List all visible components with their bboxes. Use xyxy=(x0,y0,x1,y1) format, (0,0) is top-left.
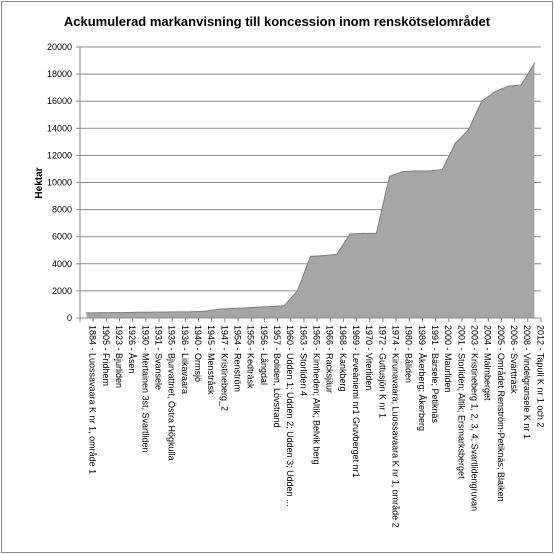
x-tick-label: 1954 - Renström xyxy=(232,325,242,392)
data-point xyxy=(428,170,430,172)
data-point xyxy=(191,311,193,313)
y-axis-label: Hektar xyxy=(34,167,45,198)
data-point xyxy=(336,253,338,255)
x-tick-label: 1965 - Kimheden; Altik; Belvik berg xyxy=(312,325,322,465)
x-tick-label: 2001 - Storliden; Altik; Ersmarksberget xyxy=(456,325,466,479)
data-point xyxy=(375,232,377,234)
y-tick-label: 20000 xyxy=(47,42,72,52)
y-tick-label: 6000 xyxy=(52,232,72,242)
x-tick-label: 1935 - Bjurvattnet, Östra Högkulla xyxy=(167,325,177,461)
x-tick-label: 1969 - Leveäniemi nr1 Gruvberget nr1 xyxy=(351,325,361,478)
x-tick-label: 2008 - Vindelgransele K nr 1 xyxy=(522,325,532,439)
data-point xyxy=(112,311,114,314)
data-point xyxy=(270,305,272,308)
axes xyxy=(76,46,542,322)
x-tick-labels: 1884 - Luossavaara K nr 1, område 1 1905 … xyxy=(88,325,546,528)
data-point xyxy=(165,311,167,313)
data-point xyxy=(323,255,325,257)
x-tick-label: 1930 - Mertainen 3st, Svartliden xyxy=(140,325,150,453)
x-tick-label: 1940 - Ormsjö xyxy=(193,325,203,382)
x-tick-label: 1980 - Båliden xyxy=(404,325,414,383)
x-tick-label: 1960 - Udden 1; Udden 2; Udden 3; Udden … xyxy=(285,325,295,507)
x-tick-label: 2012 - Tapuli K nr 1 och 2 xyxy=(535,325,545,427)
x-tick-label: 2004 - Malmberget xyxy=(483,325,493,401)
data-point xyxy=(257,306,259,308)
x-tick-label: 2005 - Området Renström-Petiknäs; Blaike… xyxy=(496,325,506,502)
x-tick-label: 1972 - Guttusjön K nr 1 xyxy=(377,325,387,418)
data-point xyxy=(415,170,417,172)
data-point xyxy=(204,310,206,312)
data-point xyxy=(244,307,246,309)
data-point xyxy=(125,311,127,314)
x-tick-label: 1923 - Bjurliden xyxy=(114,325,124,388)
data-point xyxy=(283,305,285,307)
x-tick-label: 1956 - Långdal xyxy=(259,325,269,385)
x-tick-label: 1905 - Fridhem xyxy=(101,325,111,386)
y-tick-labels: 0 2000 4000 6000 8000 10000 12000 14000 16000 180… xyxy=(47,42,72,323)
x-tick-label: 1963 - Storliden 4 xyxy=(298,325,308,396)
data-point xyxy=(217,308,219,310)
data-point xyxy=(296,290,298,292)
data-point xyxy=(533,62,536,64)
y-tick-label: 18000 xyxy=(47,69,72,79)
x-tick-label: 1989 - Åkerberg; Åkerberg xyxy=(417,325,427,431)
data-point xyxy=(481,100,483,102)
data-point xyxy=(494,91,496,93)
data-point xyxy=(349,233,351,235)
y-tick-label: 8000 xyxy=(52,205,72,215)
chart-title: Ackumulerad markanvisning till koncessio… xyxy=(64,14,491,29)
y-tick-label: 14000 xyxy=(47,123,72,133)
y-tick-label: 12000 xyxy=(47,150,72,160)
y-tick-label: 16000 xyxy=(47,96,72,106)
x-tick-label: 1970 - Viterliden xyxy=(364,325,374,390)
x-tick-label: 1974 - Kirunavaara; Luossavaara K nr 1, … xyxy=(391,325,401,528)
x-tick-label: 1931 - Svansele xyxy=(153,325,163,390)
data-point xyxy=(309,255,312,257)
x-tick-label: 1884 - Luossavaara K nr 1, område 1 xyxy=(88,325,98,474)
y-tick-label: 4000 xyxy=(52,259,72,269)
data-point xyxy=(441,169,443,171)
x-tick-label: 1968 - Kankberg xyxy=(338,325,348,392)
data-point xyxy=(402,171,404,173)
x-tick-label: 1926 - Åsen xyxy=(127,325,137,374)
data-point xyxy=(388,175,391,178)
data-point xyxy=(85,312,88,314)
x-tick-label: 1966 - Racksjäur xyxy=(325,325,335,393)
data-point xyxy=(362,232,364,234)
x-tick-label: 1936 - Liikavaara xyxy=(180,325,190,394)
data-point xyxy=(520,84,522,86)
x-tick-label: 2006 - Svärtträsk xyxy=(509,325,519,394)
data-point xyxy=(507,85,509,87)
y-tick-label: 10000 xyxy=(47,178,72,188)
data-point xyxy=(467,129,470,131)
x-tick-label: 1947 - Kristineberg_2 xyxy=(219,325,229,411)
x-tick-label: 2003 - Kristineberg 1, 2, 3, 4; Svartlid… xyxy=(470,325,480,511)
x-tick-label: 2000 - Maurliden xyxy=(443,325,453,393)
x-tick-label: 1991 - Bärsele; Petiknäs xyxy=(430,325,440,424)
y-tick-label: 2000 xyxy=(52,286,72,296)
data-point xyxy=(99,312,101,314)
gridlines xyxy=(80,46,541,292)
y-tick-label: 0 xyxy=(67,313,72,323)
data-point xyxy=(178,311,180,313)
x-tick-label: 1955 - Kedträsk xyxy=(246,325,256,389)
area-fill xyxy=(86,63,535,319)
x-tick-label: 1957 - Boliden, Lövstrand xyxy=(272,325,282,428)
data-point xyxy=(151,311,154,313)
data-point xyxy=(138,311,140,313)
data-point xyxy=(230,307,233,310)
data-point xyxy=(454,142,456,144)
area-series xyxy=(85,62,536,319)
x-tick-label: 1945 - Menstråsk xyxy=(206,325,216,395)
